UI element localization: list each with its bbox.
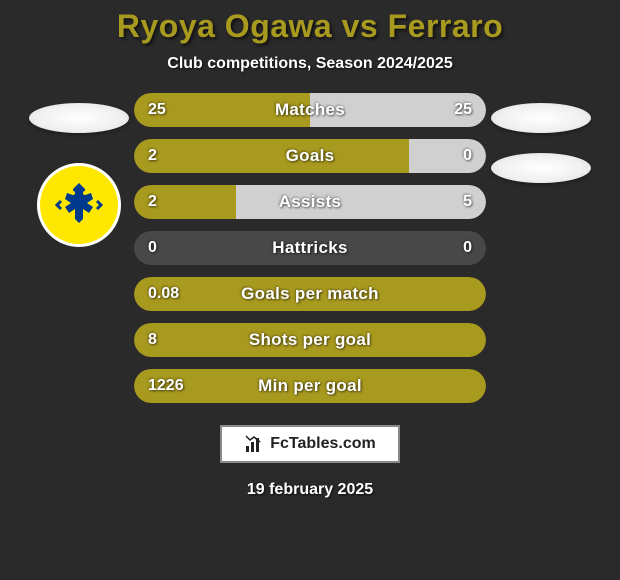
stat-label: Matches: [134, 100, 486, 120]
stat-label: Shots per goal: [134, 330, 486, 350]
page-title: Ryoya Ogawa vs Ferraro: [117, 8, 503, 45]
left-column: [24, 93, 134, 247]
main-area: 25Matches252Goals02Assists50Hattricks00.…: [0, 93, 620, 403]
stat-label: Min per goal: [134, 376, 486, 396]
player-ellipse-left: [29, 103, 129, 133]
stat-value-right: 25: [454, 101, 472, 119]
stat-value-right: 5: [463, 193, 472, 211]
stat-label: Goals per match: [134, 284, 486, 304]
stats-bars: 25Matches252Goals02Assists50Hattricks00.…: [134, 93, 486, 403]
right-column: [486, 93, 596, 213]
stat-row: 2Assists5: [134, 185, 486, 219]
stat-value-right: 0: [463, 147, 472, 165]
stat-label: Assists: [134, 192, 486, 212]
stat-row: 2Goals0: [134, 139, 486, 173]
stat-label: Hattricks: [134, 238, 486, 258]
container: Ryoya Ogawa vs Ferraro Club competitions…: [0, 0, 620, 580]
stat-row: 1226Min per goal: [134, 369, 486, 403]
logo-text: FcTables.com: [270, 435, 376, 453]
bar-chart-icon: [244, 434, 264, 454]
player-ellipse-right-2: [491, 153, 591, 183]
player-ellipse-right-1: [491, 103, 591, 133]
stat-label: Goals: [134, 146, 486, 166]
stat-value-right: 0: [463, 239, 472, 257]
eagle-crest-icon: [49, 175, 109, 235]
stat-row: 25Matches25: [134, 93, 486, 127]
subtitle: Club competitions, Season 2024/2025: [167, 55, 452, 73]
stat-row: 8Shots per goal: [134, 323, 486, 357]
club-badge-left: [37, 163, 121, 247]
stat-row: 0Hattricks0: [134, 231, 486, 265]
source-logo: FcTables.com: [220, 425, 400, 463]
date-text: 19 february 2025: [247, 481, 373, 499]
stat-row: 0.08Goals per match: [134, 277, 486, 311]
